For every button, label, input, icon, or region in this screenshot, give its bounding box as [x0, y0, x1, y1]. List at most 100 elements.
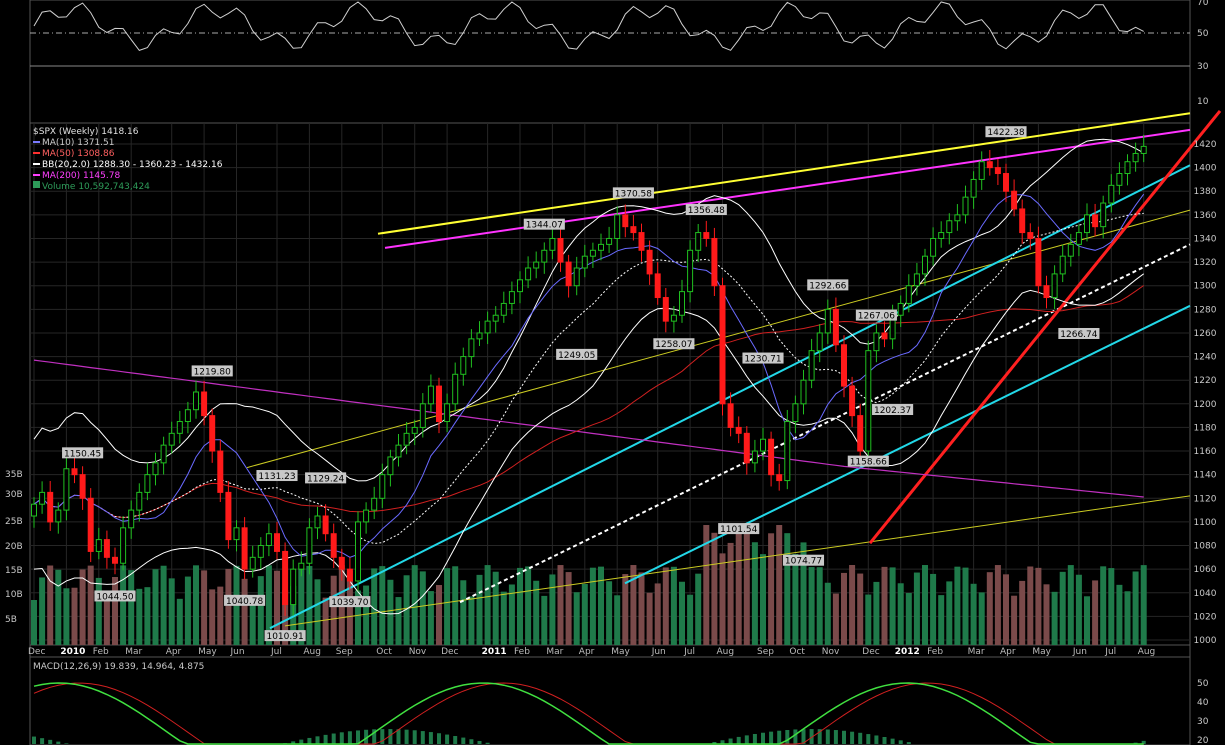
volume-bar	[460, 580, 467, 645]
macd-histogram-bar	[890, 738, 895, 744]
legend-ma50: MA(50) 1308.86	[42, 149, 115, 159]
month-label: Mar	[125, 647, 142, 657]
candle-body	[832, 308, 839, 346]
candle-body	[581, 255, 588, 269]
macd-lines	[32, 682, 1146, 745]
volume-tick-label: 5B	[5, 615, 17, 625]
volume-bar	[776, 525, 783, 645]
volume-bar	[55, 569, 62, 645]
price-callout-box	[847, 455, 889, 467]
candle-body	[265, 533, 272, 547]
volume-bar	[1116, 584, 1123, 645]
candle-body	[517, 279, 523, 293]
volume-bar	[630, 565, 637, 645]
candle-body	[314, 515, 321, 529]
volume-bar	[508, 584, 515, 645]
candle-body	[638, 232, 645, 251]
price-tick-label: 1120	[1194, 494, 1217, 504]
volume-bar	[314, 579, 321, 645]
volume-bar	[897, 583, 904, 645]
candle-body	[419, 403, 426, 428]
candle-body	[1019, 208, 1026, 234]
macd-histogram-bar	[64, 743, 69, 744]
candle-body	[986, 161, 993, 169]
volume-bar	[816, 567, 823, 645]
macd-histogram-bar	[56, 741, 61, 744]
candle-body	[217, 450, 224, 493]
month-label: Feb	[514, 647, 530, 657]
candle-body	[1100, 202, 1107, 228]
price-callout-label: 1422.38	[987, 128, 1024, 138]
volume-bar	[824, 582, 831, 645]
macd-histogram-bar	[874, 735, 879, 744]
volume-bar	[517, 567, 523, 645]
rsi-tick-label: 50	[1197, 29, 1209, 39]
macd-histogram-bar	[712, 741, 717, 744]
candle-body	[47, 491, 54, 523]
price-callout-box	[685, 204, 727, 216]
candle-body	[735, 426, 742, 434]
price-tick-label: 1140	[1194, 471, 1217, 481]
candle-body	[1067, 243, 1074, 257]
month-label: Aug	[1138, 647, 1156, 657]
candle-body	[322, 515, 329, 535]
macd-histogram-bar	[866, 734, 871, 744]
price-callout-box	[329, 596, 371, 608]
macd-label: MACD(12,26,9) 19.839, 14.964, 4.875	[33, 662, 204, 672]
price-callout-box	[191, 365, 233, 377]
candle-body	[168, 432, 175, 446]
macd-histogram-bar	[469, 739, 474, 744]
candle-body	[492, 314, 499, 322]
volume-bar	[711, 532, 718, 645]
volume-tick-label: 20B	[5, 542, 23, 552]
candle-body	[824, 308, 831, 334]
candle-body	[598, 243, 604, 251]
candle-body	[274, 533, 280, 552]
volume-bar	[581, 583, 588, 645]
month-label: Apr	[166, 647, 182, 657]
macd-histogram-bar	[842, 730, 846, 744]
volume-bar	[371, 568, 378, 645]
macd-histogram-bar	[356, 730, 360, 744]
price-tick-label: 1040	[1194, 589, 1217, 599]
price-callout-box	[62, 447, 104, 459]
candle-body	[719, 285, 726, 405]
volume-bar	[946, 581, 953, 645]
volume-bar	[484, 565, 491, 645]
volume-bar	[257, 576, 264, 645]
volume-bar	[144, 587, 151, 645]
volume-bar	[695, 573, 702, 645]
candle-body	[152, 462, 159, 476]
volume-bar	[363, 585, 370, 645]
candle-body	[160, 444, 167, 464]
candle-body	[1124, 161, 1131, 175]
price-callout-label: 1101.54	[720, 525, 757, 535]
price-callout-box	[523, 218, 565, 230]
macd-histogram-bar	[445, 734, 450, 744]
candle-body	[760, 438, 766, 452]
volume-bar	[330, 575, 337, 645]
price-tick-label: 1400	[1194, 164, 1217, 174]
candle-body	[241, 527, 248, 570]
candle-body	[387, 456, 394, 476]
volume-bar	[930, 573, 937, 645]
candle-body	[873, 332, 880, 352]
volume-bar	[168, 578, 175, 645]
candle-body	[751, 450, 758, 464]
volume-bar	[1059, 571, 1066, 645]
month-label: Jul	[270, 647, 282, 657]
volume-bar	[79, 569, 86, 645]
macd-histogram-bar	[331, 733, 336, 744]
candle-body	[808, 350, 815, 381]
candles	[31, 134, 1147, 616]
volume-bar	[249, 598, 256, 645]
price-callout-label: 1202.37	[874, 406, 911, 416]
price-callout-box	[742, 352, 784, 364]
candle-body	[573, 267, 580, 287]
volume-bar	[176, 598, 183, 645]
trendline-yellow-mid	[246, 209, 1191, 469]
month-label: Mar	[546, 647, 563, 657]
month-label: Jul	[1104, 647, 1116, 657]
macd-histogram-bar	[785, 729, 790, 744]
candle-body	[411, 426, 418, 434]
